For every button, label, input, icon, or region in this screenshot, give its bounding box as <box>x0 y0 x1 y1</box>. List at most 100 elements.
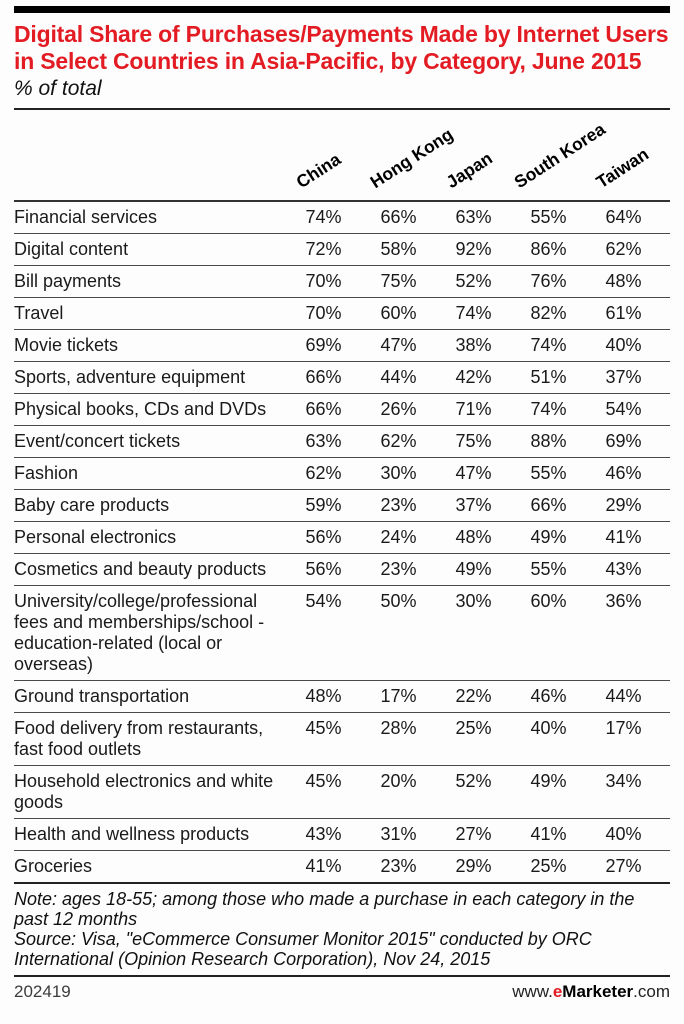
value-cell: 75% <box>380 271 417 292</box>
value-cell: 49% <box>455 559 492 580</box>
value-cell: 23% <box>380 559 417 580</box>
report-subtitle: % of total <box>14 77 102 101</box>
table-row: Groceries 41% 23% 29% 25% 27% <box>14 851 670 885</box>
value-cell: 37% <box>605 367 642 388</box>
category-cell: Health and wellness products <box>14 824 250 845</box>
value-cell: 42% <box>455 367 492 388</box>
value-cell: 54% <box>305 591 342 612</box>
category-cell: Travel <box>14 303 64 324</box>
value-cell: 44% <box>380 367 417 388</box>
data-table: Financial services 74% 66% 63% 55% 64% Digital… <box>14 202 670 885</box>
table-row: Sports, adventure equipment 66% 44% 42% 51% 3… <box>14 362 670 395</box>
chart-id: 202419 <box>14 982 71 1002</box>
value-cell: 27% <box>605 856 642 877</box>
value-cell: 46% <box>530 686 567 707</box>
brand-name: Marketer <box>562 982 634 1002</box>
value-cell: 30% <box>380 463 417 484</box>
category-cell: Baby care products <box>14 495 170 516</box>
value-cell: 52% <box>455 271 492 292</box>
category-cell: Fashion <box>14 463 79 484</box>
value-cell: 50% <box>380 591 417 612</box>
value-cell: 63% <box>455 207 492 228</box>
header-divider <box>14 108 670 111</box>
value-cell: 41% <box>305 856 342 877</box>
value-cell: 51% <box>530 367 567 388</box>
url-prefix: www. <box>512 982 553 1002</box>
column-header-japan: Japan <box>442 148 496 193</box>
category-cell: Sports, adventure equipment <box>14 367 246 388</box>
footnotes: Note: ages 18-55; among those who made a… <box>14 884 670 975</box>
report-title: Digital Share of Purchases/Payments Made… <box>14 21 669 75</box>
value-cell: 40% <box>605 335 642 356</box>
value-cell: 69% <box>605 431 642 452</box>
value-cell: 92% <box>455 239 492 260</box>
value-cell: 66% <box>380 207 417 228</box>
value-cell: 17% <box>380 686 417 707</box>
value-cell: 61% <box>605 303 642 324</box>
value-cell: 49% <box>530 771 567 792</box>
value-cell: 22% <box>455 686 492 707</box>
table-row: Food delivery from restaurants, fast foo… <box>14 713 670 767</box>
value-cell: 74% <box>530 335 567 356</box>
value-cell: 48% <box>605 271 642 292</box>
value-cell: 48% <box>305 686 342 707</box>
value-cell: 55% <box>530 207 567 228</box>
value-cell: 62% <box>380 431 417 452</box>
value-cell: 63% <box>305 431 342 452</box>
value-cell: 62% <box>305 463 342 484</box>
value-cell: 69% <box>305 335 342 356</box>
table-row: University/college/professional fees and… <box>14 586 670 682</box>
value-cell: 41% <box>605 527 642 548</box>
note-text: Note: ages 18-55; among those who made a… <box>14 889 635 930</box>
value-cell: 62% <box>605 239 642 260</box>
value-cell: 49% <box>530 527 567 548</box>
value-cell: 45% <box>305 718 342 739</box>
report-page: Digital Share of Purchases/Payments Made… <box>14 6 670 1002</box>
value-cell: 76% <box>530 271 567 292</box>
table-row: Financial services 74% 66% 63% 55% 64% <box>14 202 670 235</box>
value-cell: 70% <box>305 271 342 292</box>
value-cell: 38% <box>455 335 492 356</box>
category-cell: Digital content <box>14 239 129 260</box>
value-cell: 60% <box>380 303 417 324</box>
table-row: Health and wellness products 43% 31% 27% 41%… <box>14 819 670 852</box>
value-cell: 70% <box>305 303 342 324</box>
value-cell: 28% <box>380 718 417 739</box>
category-cell: Groceries <box>14 856 93 877</box>
category-cell: Movie tickets <box>14 335 119 356</box>
value-cell: 37% <box>455 495 492 516</box>
value-cell: 56% <box>305 559 342 580</box>
value-cell: 23% <box>380 495 417 516</box>
value-cell: 31% <box>380 824 417 845</box>
value-cell: 23% <box>380 856 417 877</box>
category-cell: Bill payments <box>14 271 122 292</box>
value-cell: 25% <box>530 856 567 877</box>
value-cell: 46% <box>605 463 642 484</box>
value-cell: 52% <box>455 771 492 792</box>
value-cell: 24% <box>380 527 417 548</box>
value-cell: 72% <box>305 239 342 260</box>
category-cell: Household electronics and white goods <box>14 771 274 813</box>
value-cell: 56% <box>305 527 342 548</box>
value-cell: 75% <box>455 431 492 452</box>
table-row: Event/concert tickets 63% 62% 75% 88% 69% <box>14 426 670 459</box>
url-suffix: .com <box>633 982 670 1002</box>
value-cell: 86% <box>530 239 567 260</box>
value-cell: 88% <box>530 431 567 452</box>
value-cell: 45% <box>305 771 342 792</box>
emarketer-url: www.eMarketer.com <box>512 982 670 1002</box>
column-header-south-korea: South Korea <box>510 118 609 193</box>
column-header-hong-kong: Hong Kong <box>366 124 457 193</box>
category-cell: Financial services <box>14 207 158 228</box>
value-cell: 29% <box>455 856 492 877</box>
value-cell: 60% <box>530 591 567 612</box>
category-cell: Cosmetics and beauty products <box>14 559 267 580</box>
value-cell: 40% <box>530 718 567 739</box>
table-row: Physical books, CDs and DVDs 66% 26% 71% 74%… <box>14 394 670 427</box>
top-bar <box>14 6 670 13</box>
value-cell: 58% <box>380 239 417 260</box>
value-cell: 26% <box>380 399 417 420</box>
footer-bar: 202419 www.eMarketer.com <box>14 975 670 1002</box>
table-row: Personal electronics 56% 24% 48% 49% 41% <box>14 522 670 555</box>
source-text: Source: Visa, "eCommerce Consumer Monito… <box>14 929 592 970</box>
